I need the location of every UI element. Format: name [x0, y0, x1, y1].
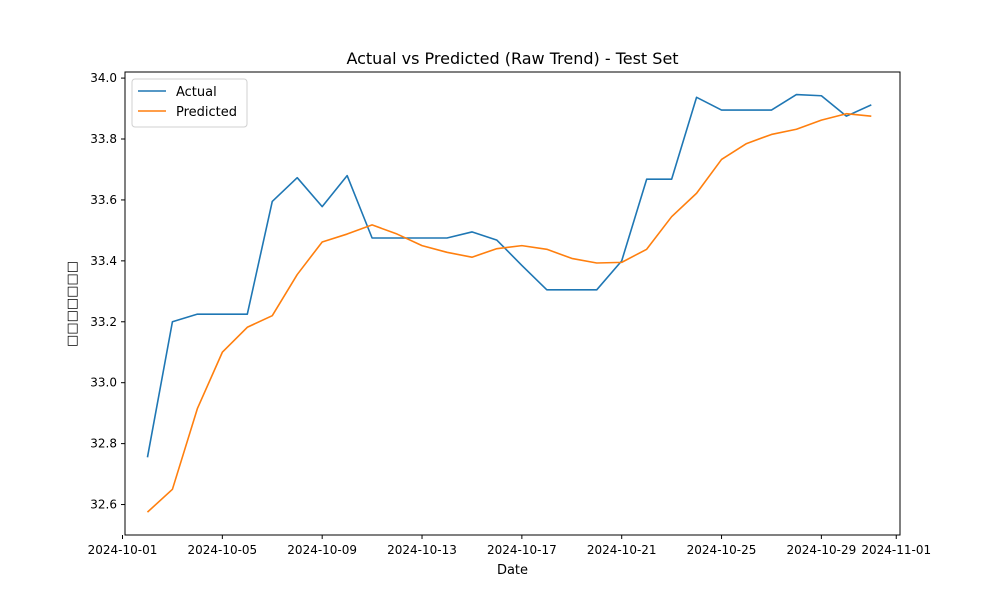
x-tick-label: 2024-11-01 [861, 543, 931, 557]
x-axis: 2024-10-01 2024-10-05 2024-10-09 2024-10-13… [88, 535, 931, 557]
series-line-actual [146, 93, 872, 458]
y-axis-label: □□□□□□□ [65, 261, 80, 347]
x-tick-label: 2024-10-25 [687, 543, 757, 557]
plot-frame [124, 71, 901, 536]
series-layer [146, 93, 872, 513]
x-tick-label: 2024-10-01 [88, 543, 158, 557]
y-axis: 32.6 32.8 33.0 33.2 33.4 33.6 33.8 34.0 [90, 71, 125, 512]
x-tick-label: 2024-10-05 [187, 543, 257, 557]
y-tick-label: 32.6 [90, 498, 117, 512]
plot-area [124, 71, 901, 536]
x-tick-label: 2024-10-29 [787, 543, 857, 557]
y-tick-label: 33.8 [90, 132, 117, 146]
x-tick-label: 2024-10-17 [487, 543, 557, 557]
x-axis-label: Date [497, 563, 528, 578]
y-tick-label: 34.0 [90, 71, 117, 85]
y-tick-label: 33.0 [90, 376, 117, 390]
legend-label-actual: Actual [176, 85, 217, 100]
x-tick-label: 2024-10-09 [287, 543, 357, 557]
legend-label-predicted: Predicted [176, 105, 237, 120]
x-tick-label: 2024-10-21 [587, 543, 657, 557]
y-tick-label: 33.2 [90, 315, 117, 329]
y-tick-label: 33.6 [90, 193, 117, 207]
x-tick-label: 2024-10-13 [387, 543, 457, 557]
y-tick-label: 33.4 [90, 254, 117, 268]
legend: Actual Predicted [131, 78, 248, 128]
chart-title: Actual vs Predicted (Raw Trend) - Test S… [346, 49, 678, 68]
series-line-predicted [146, 112, 872, 513]
y-tick-label: 32.8 [90, 437, 117, 451]
